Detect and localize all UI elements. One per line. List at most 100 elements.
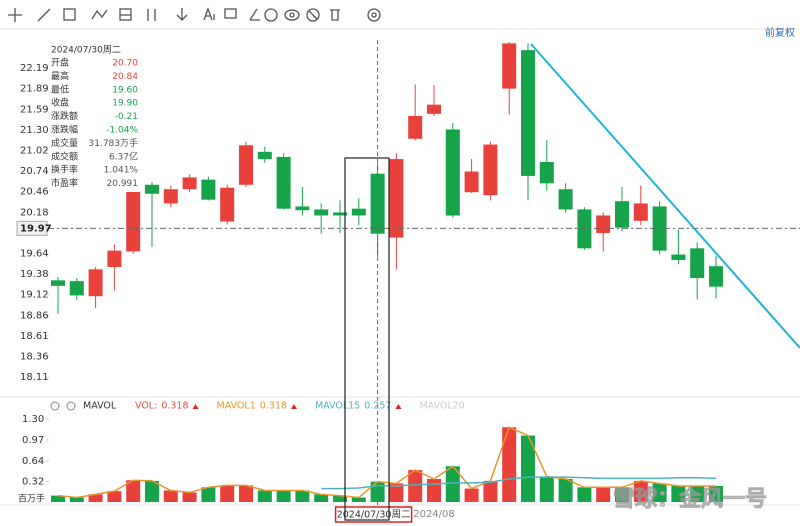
candle-body [295, 206, 310, 211]
candle-body [69, 281, 84, 296]
volume-bar [239, 485, 253, 502]
y-tick-label: 20.46 [20, 186, 49, 197]
volume-bar [389, 483, 404, 502]
volume-bar [577, 487, 592, 502]
candle-body [502, 43, 517, 89]
y-tick-label: 21.02 [20, 145, 49, 156]
crosshair-date-box [334, 506, 413, 523]
tool-line[interactable] [37, 8, 51, 22]
volume-bar [351, 497, 366, 502]
legend-value: 0.257 [364, 401, 391, 412]
volume-panel: 1.30 0.97 0.64 0.32 百万手 MAVOL VOL: 0.318 MAVOL1 0… [18, 401, 723, 505]
y-tick-label: 19.64 [20, 249, 49, 260]
info-label: 成交额 [51, 150, 78, 162]
info-label: 市盈率 [51, 177, 78, 189]
tool-text[interactable] [203, 7, 215, 21]
volume-bar [163, 490, 178, 502]
trend-line [530, 43, 800, 349]
volume-bar [257, 490, 272, 502]
tool-settings[interactable] [367, 8, 381, 22]
candle-body [464, 171, 479, 193]
settings-icon[interactable] [50, 401, 60, 411]
volume-bar [314, 494, 329, 502]
y-tick-label: 18.86 [20, 310, 49, 321]
candle-body [239, 145, 253, 185]
info-label: 最低 [51, 83, 69, 95]
volume-bar [521, 435, 535, 502]
tool-angle[interactable] [249, 8, 260, 21]
ma-line [57, 426, 716, 499]
volume-bar [427, 479, 441, 502]
tool-polyline[interactable] [91, 9, 108, 20]
volume-bar [408, 470, 423, 502]
legend-name: MAVOL15 [315, 401, 360, 412]
tool-crosshair[interactable] [8, 8, 22, 22]
info-label: 开盘 [51, 57, 69, 69]
volume-bar [201, 487, 216, 502]
legend-arrow [395, 404, 402, 409]
volume-bar [51, 495, 65, 502]
info-value: 19.60 [112, 85, 138, 95]
info-value: 20.84 [112, 72, 138, 82]
tool-parallel[interactable] [147, 9, 156, 21]
y-tick-label: 0.97 [22, 435, 44, 446]
watermark: 雪球：金风一号 [613, 486, 767, 512]
volume-bar [596, 487, 611, 502]
info-value: 20.991 [107, 179, 139, 189]
volume-bar [671, 486, 686, 502]
indicator-name: MAVOL [83, 401, 117, 412]
legend-value: 0.318 [260, 401, 287, 412]
volume-bar [483, 480, 498, 502]
info-label: 收盘 [51, 97, 69, 109]
x-tick-label: 2024/08 [413, 509, 455, 520]
info-bg [48, 42, 140, 192]
highlight-box [344, 157, 390, 521]
toolbar: 前复权 [0, 7, 800, 39]
y-tick-label: 18.11 [20, 372, 49, 383]
tool-fib[interactable] [119, 8, 132, 21]
candle-body [483, 144, 498, 196]
candle-body [445, 129, 460, 216]
tool-arrow[interactable] [176, 8, 188, 21]
volume-bar [370, 481, 385, 502]
candle-body [615, 201, 629, 228]
candle-body [257, 151, 272, 160]
legend-arrow [192, 404, 199, 409]
info-value: 31.783万手 [89, 137, 139, 149]
candle-body [182, 177, 197, 190]
tool-hide[interactable] [306, 8, 320, 22]
candle-body [389, 159, 404, 238]
info-date: 2024/07/30周二 [51, 45, 121, 56]
candle-body [145, 184, 159, 194]
tool-magnet[interactable] [264, 8, 278, 22]
info-value: 1.041% [104, 166, 139, 176]
tool-eye[interactable] [284, 9, 300, 21]
close-icon[interactable] [66, 401, 76, 411]
info-value: 19.90 [112, 99, 138, 109]
volume-bar [690, 486, 705, 502]
candle-body [539, 161, 554, 184]
candle-body [276, 156, 291, 209]
volume-bar [182, 492, 197, 502]
info-label: 涨跌幅 [51, 124, 78, 136]
info-label: 成交量 [51, 137, 78, 149]
volume-bar [445, 466, 460, 502]
tool-note[interactable] [224, 8, 237, 19]
candle-body [201, 179, 216, 200]
adjust-mode[interactable]: 前复权 [765, 26, 795, 39]
legend-value: 0.318 [161, 401, 188, 412]
volume-bar [539, 476, 554, 502]
candle-body [427, 104, 441, 114]
y-tick-label: 20.74 [20, 166, 49, 177]
y-tick-label: 0.64 [22, 456, 44, 467]
y-tick-label: 19.38 [20, 269, 49, 280]
crosshair-date: 2024/07/30周二 [337, 510, 411, 521]
tool-rect[interactable] [63, 8, 76, 21]
volume-unit: 百万手 [18, 493, 45, 505]
tool-delete[interactable] [330, 9, 340, 21]
volume-bar [145, 480, 159, 502]
candle-body [107, 250, 122, 267]
volume-bar [615, 487, 629, 502]
